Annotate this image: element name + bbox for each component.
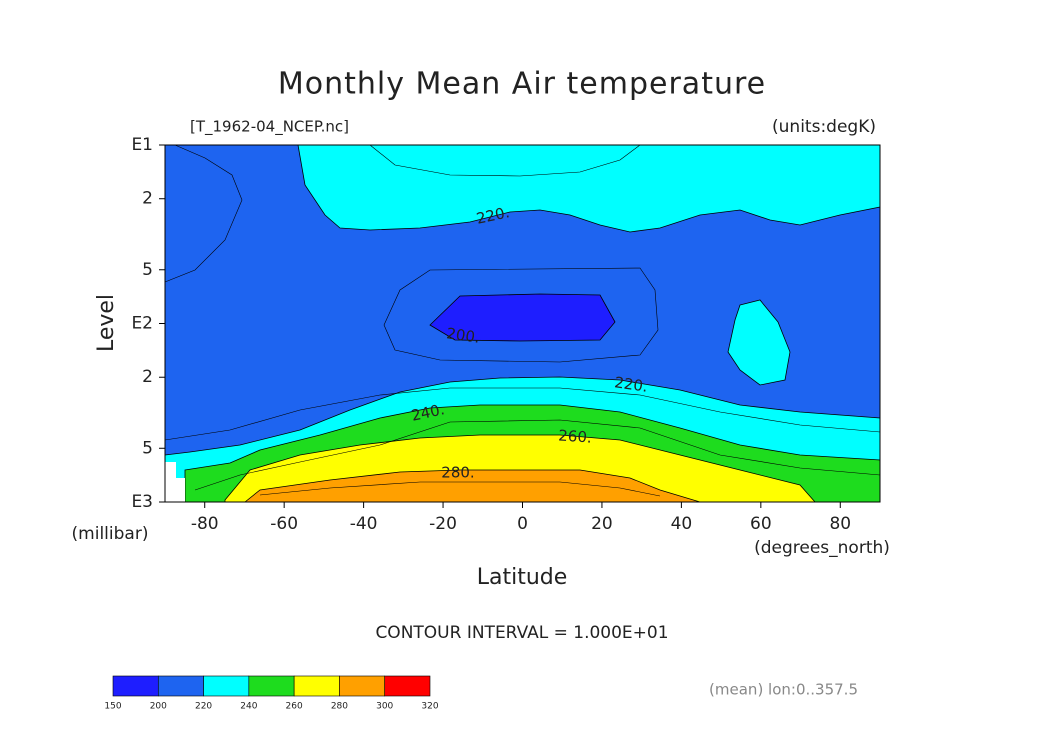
y-tick-label: 2 <box>142 189 153 209</box>
x-tick-label: -60 <box>270 514 298 534</box>
colorbar-segment <box>293 675 340 697</box>
contour-line <box>164 144 243 283</box>
missing-data <box>165 462 185 502</box>
contour-line <box>194 419 881 491</box>
x-tick-label: -20 <box>429 514 457 534</box>
chart-title: Monthly Mean Air temperature <box>278 67 766 102</box>
x-tick-label: -80 <box>191 514 219 534</box>
y-axis-label: Level <box>94 294 119 352</box>
colorbar-label: 320 <box>421 702 438 712</box>
x-axis-label: Latitude <box>477 565 568 590</box>
x-tick-label: 80 <box>829 514 851 534</box>
contour-label: 260. <box>558 426 593 446</box>
y-tick-label: E3 <box>131 492 153 512</box>
x-tick-label: -40 <box>350 514 378 534</box>
colorbar-label: 240 <box>240 702 257 712</box>
y-tick-label: E1 <box>131 135 153 155</box>
y-tick-label: 2 <box>142 367 153 387</box>
x-tick-label: 40 <box>671 514 693 534</box>
contour-fill <box>429 293 616 342</box>
colorbar-label: 150 <box>104 702 121 712</box>
colorbar-label: 220 <box>195 702 212 712</box>
colorbar-label: 280 <box>331 702 348 712</box>
x-tick-label: 20 <box>591 514 613 534</box>
colorbar-segment <box>157 675 204 697</box>
contour-label: 220. <box>613 373 649 395</box>
contour-line <box>369 144 641 177</box>
units-label: (units:degK) <box>772 117 876 137</box>
colorbar-segment <box>384 675 431 697</box>
contour-line <box>259 481 661 497</box>
colorbar-segment <box>112 675 159 697</box>
colorbar-segment <box>248 675 295 697</box>
contour-interval: CONTOUR INTERVAL = 1.000E+01 <box>375 623 668 643</box>
y-tick-label: 5 <box>142 438 153 458</box>
contour-line <box>383 267 659 363</box>
colorbar-segment <box>339 675 386 697</box>
y-tick-label: E2 <box>131 314 153 334</box>
footnote: (mean) lon:0..357.5 <box>709 681 858 699</box>
y-unit-label: (millibar) <box>72 524 149 544</box>
contour-line <box>164 387 881 441</box>
plot-area: 220. 200. 220. 240. 260. 280. <box>164 144 881 503</box>
colorbar-segment <box>203 675 250 697</box>
y-tick-label: 5 <box>142 260 153 280</box>
contour-fill <box>243 469 701 503</box>
x-tick-label: 60 <box>750 514 772 534</box>
x-tick-label: 0 <box>517 514 528 534</box>
colorbar-label: 200 <box>150 702 167 712</box>
contour-label: 280. <box>441 464 474 482</box>
x-unit-label: (degrees_north) <box>754 538 890 558</box>
colorbar-label: 300 <box>376 702 393 712</box>
contour-fill <box>297 144 881 233</box>
contour-fill <box>727 299 791 386</box>
subtitle: [T_1962-04_NCEP.nc] <box>190 118 349 137</box>
colorbar-label: 260 <box>286 702 303 712</box>
contour-label: 200. <box>445 324 481 346</box>
